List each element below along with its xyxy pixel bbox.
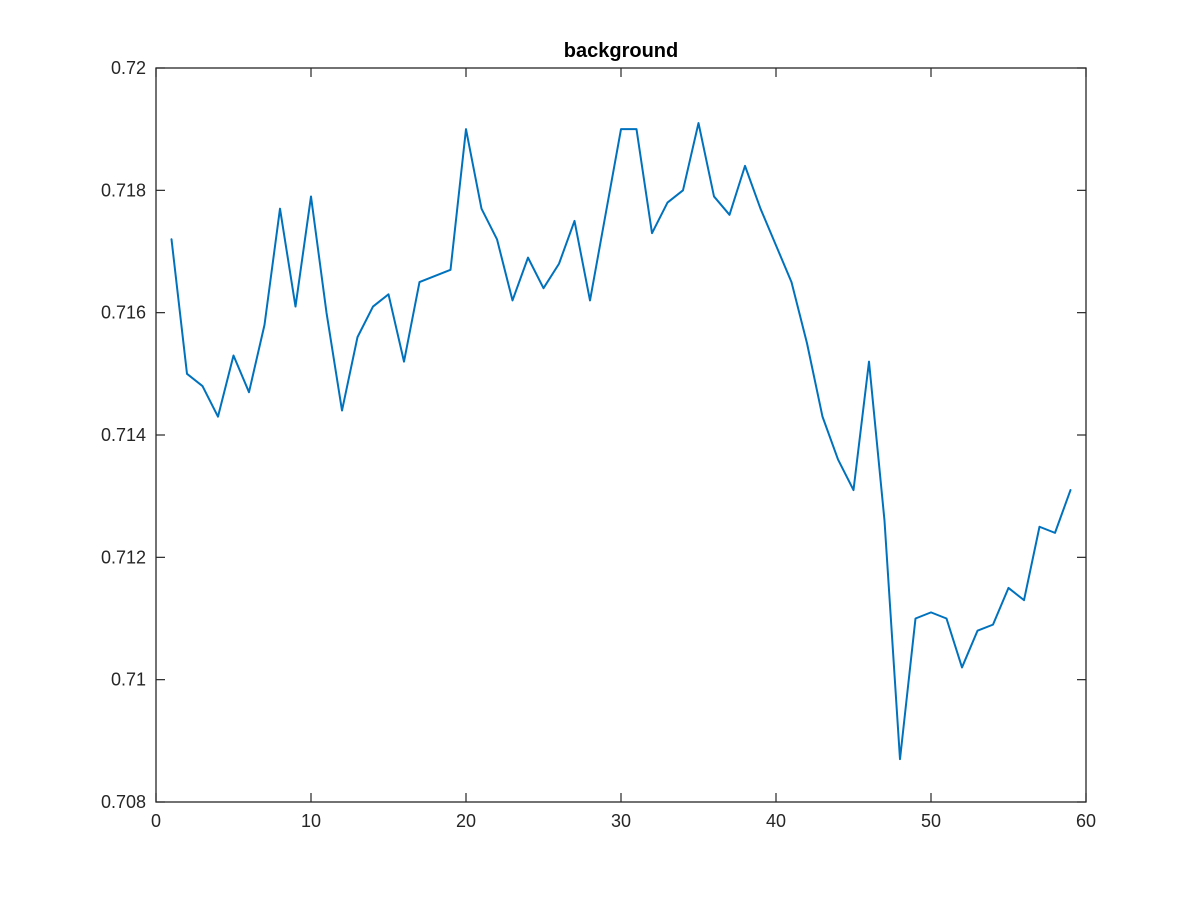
x-tick-label: 20	[456, 811, 476, 831]
y-tick-label: 0.712	[101, 547, 146, 567]
x-tick-label: 40	[766, 811, 786, 831]
y-tick-label: 0.71	[111, 670, 146, 690]
x-tick-label: 50	[921, 811, 941, 831]
x-tick-label: 60	[1076, 811, 1096, 831]
y-tick-label: 0.716	[101, 303, 146, 323]
chart-title: background	[564, 40, 678, 62]
y-tick-label: 0.718	[101, 180, 146, 200]
y-tick-label: 0.714	[101, 425, 146, 445]
plot-area	[156, 68, 1086, 802]
x-tick-label: 0	[151, 811, 161, 831]
tick-labels: 0 10 20 30 40 50 60 0.708 0.71 0.712 0.714 0.716 0.7…	[101, 58, 1096, 831]
series-layer	[170, 122, 1072, 761]
y-tick-label: 0.708	[101, 792, 146, 812]
y-tick-label: 0.72	[111, 58, 146, 78]
series-line-background	[170, 122, 1072, 761]
x-tick-label: 10	[301, 811, 321, 831]
x-tick-label: 30	[611, 811, 631, 831]
axes-box	[155, 67, 1087, 803]
